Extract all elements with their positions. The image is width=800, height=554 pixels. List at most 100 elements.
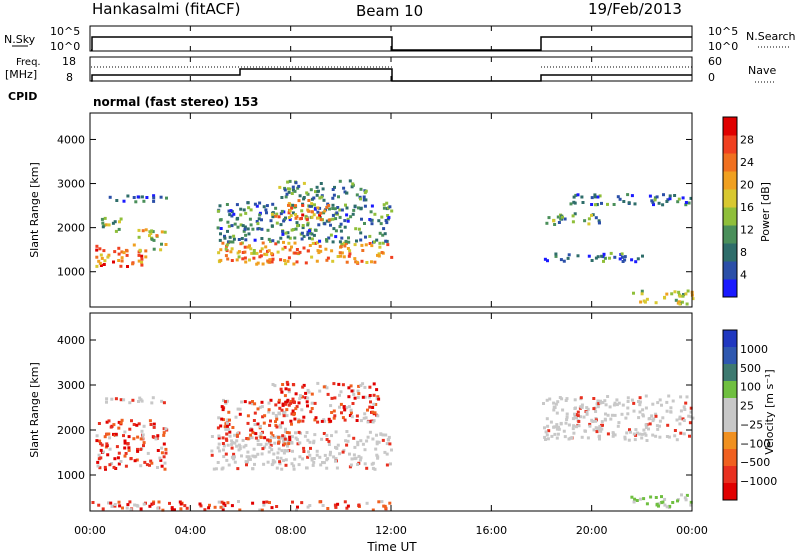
power-cell [300, 237, 304, 241]
power-cell [322, 211, 326, 215]
velocity-cell [132, 437, 136, 441]
power-cell [155, 234, 159, 238]
velocity-cell [250, 436, 254, 440]
power-cell [331, 213, 335, 217]
power-cell [137, 235, 141, 239]
velocity-cell [641, 408, 645, 412]
velocity-cell [283, 394, 287, 398]
power-cell [239, 223, 243, 227]
power-cell [237, 255, 241, 259]
velocity-cell [667, 394, 671, 398]
power-cell [627, 201, 631, 205]
power-cell [309, 188, 313, 192]
power-cell [310, 215, 314, 219]
power-cell [122, 199, 126, 203]
power-cell [144, 228, 148, 232]
cpid-text: normal (fast stereo) 153 [93, 95, 259, 109]
power-cell [137, 228, 141, 232]
power-cell [623, 258, 627, 262]
power-cell [241, 257, 245, 261]
velocity-cell [323, 453, 327, 457]
power-cell [246, 227, 250, 231]
velocity-cell [600, 427, 604, 431]
velocity-cell [161, 508, 165, 512]
power-cell [235, 258, 239, 262]
velocity-cell [357, 503, 361, 507]
power-cell [301, 226, 305, 230]
power-cell [364, 198, 368, 202]
power-colorbar-tick: 28 [740, 134, 754, 147]
velocity-cell [156, 506, 160, 510]
velocity-cell [599, 429, 603, 433]
power-cell [295, 251, 299, 255]
power-cell [318, 196, 322, 200]
velocity-cell [573, 398, 577, 402]
velocity-cell [600, 420, 604, 424]
velocity-cell [230, 504, 234, 508]
power-cell [266, 228, 270, 232]
velocity-cell [262, 503, 266, 507]
velocity-cell [98, 439, 102, 443]
velocity-cell [343, 500, 347, 504]
power-cell [630, 194, 634, 198]
power-cell [355, 239, 358, 243]
velocity-cell [117, 500, 121, 504]
time-tick-label: 04:00 [174, 524, 206, 537]
power-cell [347, 236, 350, 240]
power-cell [288, 248, 292, 252]
velocity-cell [306, 404, 309, 408]
time-tick-label: 12:00 [375, 524, 407, 537]
velocity-cell [294, 392, 298, 396]
velocity-cell [260, 452, 264, 456]
power-cell [267, 237, 271, 241]
velocity-cell [294, 436, 298, 440]
velocity-cell [224, 400, 227, 404]
velocity-cell [296, 442, 300, 446]
velocity-cell [611, 434, 615, 438]
power-cell [266, 259, 270, 263]
velocity-cell [156, 434, 160, 438]
velocity-cell [103, 435, 107, 439]
power-cell [348, 249, 352, 253]
power-cell [339, 222, 343, 226]
power-cell [594, 203, 597, 207]
velocity-cell [124, 452, 128, 455]
velocity-cell [115, 445, 119, 449]
velocity-cell [375, 442, 379, 446]
velocity-cell [256, 407, 260, 411]
velocity-cell [293, 417, 297, 421]
velocity-cell [369, 400, 372, 404]
velocity-cell [277, 400, 281, 404]
velocity-cell [359, 419, 363, 423]
velocity-cell [345, 406, 349, 410]
velocity-cell [160, 464, 164, 468]
velocity-cell [383, 504, 387, 508]
power-cell [287, 187, 290, 191]
power-cell [655, 195, 659, 199]
velocity-cell [126, 442, 130, 445]
velocity-cell [140, 399, 144, 403]
velocity-cell [226, 443, 230, 447]
power-cell [235, 217, 239, 221]
power-cell [384, 219, 388, 222]
power-cell [98, 261, 102, 265]
velocity-cell [216, 426, 220, 430]
velocity-cell [353, 445, 357, 449]
power-cell [253, 238, 257, 242]
velocity-cell [221, 408, 225, 412]
velocity-cell [383, 450, 387, 454]
power-ylabel: Slant Range [km] [28, 162, 41, 258]
velocity-cell [624, 416, 628, 420]
power-cell [622, 200, 626, 203]
velocity-cell [277, 440, 281, 444]
power-cell [216, 226, 220, 230]
power-cell [334, 217, 338, 221]
velocity-cell [313, 418, 317, 422]
power-cell [281, 232, 285, 236]
velocity-cell [302, 415, 306, 419]
velocity-cell [377, 397, 381, 401]
velocity-cell [231, 426, 235, 429]
velocity-cell [266, 460, 270, 464]
velocity-cell [648, 422, 652, 426]
nsearch-tick-top: 10^5 [708, 25, 738, 38]
